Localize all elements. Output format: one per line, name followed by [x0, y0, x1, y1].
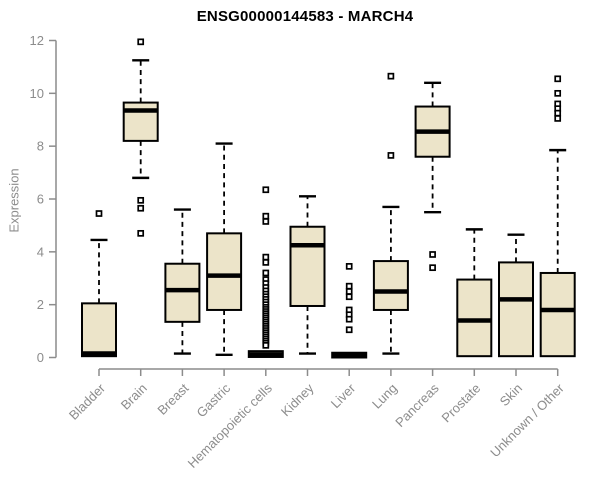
outlier-point-brain — [137, 229, 145, 237]
outlier-point-hematopoietic-cells — [262, 341, 270, 349]
box-skin — [498, 261, 534, 358]
y-tick-label-10: 10 — [30, 86, 44, 101]
outlier-point-unknown-other — [554, 89, 562, 97]
x-tick-label-skin: Skin — [497, 381, 525, 409]
box-prostate — [456, 278, 493, 358]
x-tick-label-unknown-other: Unknown / Other — [487, 380, 567, 460]
outlier-point-liver — [345, 288, 353, 295]
outlier-point-lung — [387, 152, 395, 159]
outlier-point-lung — [387, 72, 395, 80]
x-tick-label-prostate: Prostate — [439, 381, 484, 426]
box-lung — [372, 260, 409, 311]
x-tick-label-brain: Brain — [118, 381, 150, 413]
outlier-point-brain — [137, 38, 145, 46]
outlier-point-pancreas — [429, 264, 436, 272]
x-tick-label-pancreas: Pancreas — [392, 380, 442, 430]
outlier-point-pancreas — [429, 251, 436, 258]
outlier-point-hematopoietic-cells — [262, 259, 270, 266]
box-kidney — [289, 225, 326, 307]
outlier-point-hematopoietic-cells — [262, 253, 270, 261]
x-tick-label-bladder: Bladder — [66, 380, 109, 423]
outlier-point-bladder — [95, 210, 103, 217]
y-tick-label-8: 8 — [37, 139, 44, 154]
outlier-point-hematopoietic-cells — [262, 269, 270, 277]
outlier-point-liver — [345, 293, 353, 301]
outlier-point-unknown-other — [554, 75, 562, 83]
y-tick-label-4: 4 — [37, 244, 44, 259]
x-tick-label-breast: Breast — [154, 380, 191, 417]
outlier-point-liver — [345, 326, 353, 334]
outlier-point-liver — [345, 263, 353, 270]
chart-title: ENSG00000144583 - MARCH4 — [196, 8, 414, 25]
y-tick-label-2: 2 — [37, 297, 44, 312]
outlier-point-hematopoietic-cells — [262, 212, 270, 220]
box-bladder — [81, 302, 117, 358]
outlier-point-unknown-other — [554, 115, 562, 122]
outlier-point-hematopoietic-cells — [262, 186, 270, 194]
outlier-point-brain — [137, 204, 145, 212]
outlier-point-liver — [345, 282, 353, 290]
outlier-point-hematopoietic-cells — [262, 218, 270, 225]
x-tick-label-kidney: Kidney — [278, 380, 317, 419]
y-tick-label-6: 6 — [37, 192, 44, 207]
x-tick-label-lung: Lung — [369, 381, 400, 412]
x-tick-label-liver: Liver — [328, 380, 359, 411]
box-breast — [164, 262, 201, 323]
box-gastric — [206, 232, 243, 311]
outlier-point-brain — [137, 196, 145, 204]
x-tick-label-gastric: Gastric — [194, 380, 234, 420]
outlier-point-liver — [345, 315, 353, 323]
y-tick-label-12: 12 — [30, 33, 44, 48]
box-unknown-other — [539, 271, 576, 358]
outlier-point-unknown-other — [554, 109, 562, 117]
y-tick-label-0: 0 — [37, 350, 44, 365]
